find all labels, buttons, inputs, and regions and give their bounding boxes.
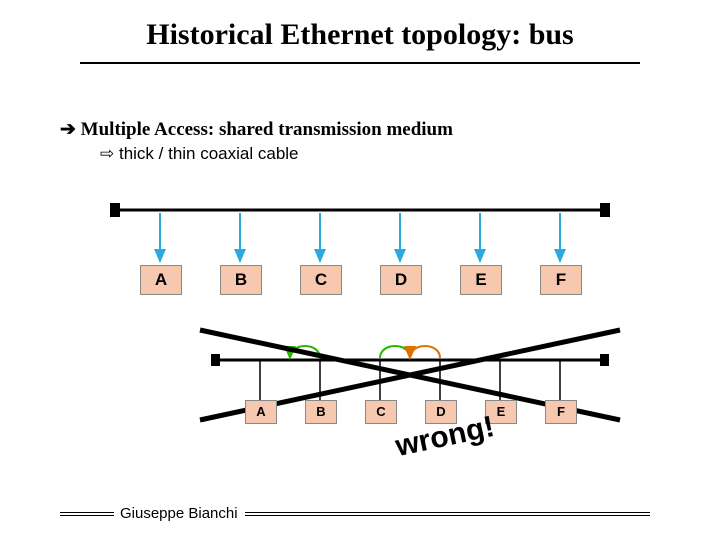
footer-line-right bbox=[245, 515, 650, 516]
footer-line-left-2 bbox=[60, 512, 114, 513]
footer-line-left bbox=[60, 515, 114, 516]
footer-author: Giuseppe Bianchi bbox=[120, 505, 238, 522]
diagram-bottom bbox=[0, 0, 720, 540]
node2-a: A bbox=[245, 400, 277, 424]
node2-c: C bbox=[365, 400, 397, 424]
node2-f: F bbox=[545, 400, 577, 424]
node2-b: B bbox=[305, 400, 337, 424]
footer-line-right-2 bbox=[245, 512, 650, 513]
